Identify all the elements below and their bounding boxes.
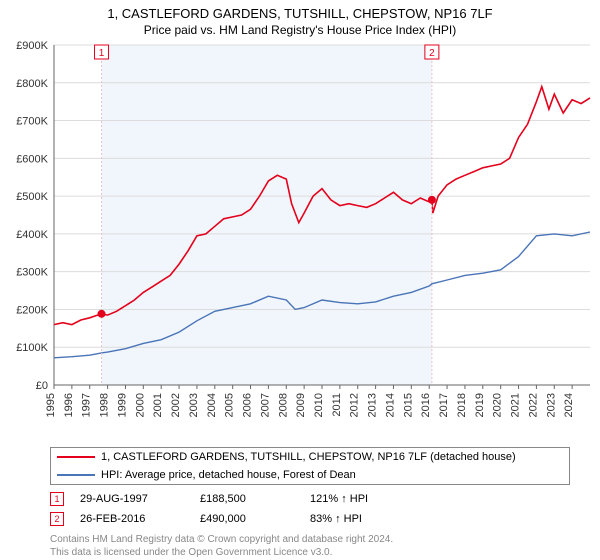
svg-text:2017: 2017: [438, 393, 450, 417]
transaction-marker: 2: [50, 512, 64, 526]
svg-text:2020: 2020: [492, 393, 504, 417]
svg-text:2006: 2006: [242, 393, 254, 417]
chart-area: £0 £100K £200K £300K £400K £500K £600K £700K £80…: [0, 41, 600, 441]
svg-text:2024: 2024: [563, 393, 575, 417]
chart-title: 1, CASTLEFORD GARDENS, TUTSHILL, CHEPSTO…: [0, 0, 600, 21]
legend-label: HPI: Average price, detached house, Fore…: [101, 469, 356, 481]
legend: 1, CASTLEFORD GARDENS, TUTSHILL, CHEPSTO…: [50, 447, 570, 485]
transaction-price: £188,500: [200, 493, 310, 505]
transaction-date: 26-FEB-2016: [80, 513, 200, 525]
svg-text:£400K: £400K: [16, 229, 48, 241]
svg-text:2002: 2002: [170, 393, 182, 417]
svg-text:2015: 2015: [402, 393, 414, 417]
svg-text:2005: 2005: [224, 393, 236, 417]
legend-item: 1, CASTLEFORD GARDENS, TUTSHILL, CHEPSTO…: [51, 448, 569, 466]
svg-text:2003: 2003: [188, 393, 200, 417]
svg-text:2013: 2013: [367, 393, 379, 417]
svg-text:2014: 2014: [384, 393, 396, 417]
svg-text:1999: 1999: [116, 393, 128, 417]
transaction-hpi-delta: 83% ↑ HPI: [310, 513, 420, 525]
svg-text:2010: 2010: [313, 393, 325, 417]
svg-text:2004: 2004: [206, 393, 218, 417]
transaction-price: £490,000: [200, 513, 310, 525]
legend-item: HPI: Average price, detached house, Fore…: [51, 466, 569, 484]
svg-text:£100K: £100K: [16, 342, 48, 354]
svg-text:2021: 2021: [510, 393, 522, 417]
svg-text:2022: 2022: [527, 393, 539, 417]
svg-text:£200K: £200K: [16, 304, 48, 316]
svg-text:£500K: £500K: [16, 191, 48, 203]
svg-text:2: 2: [429, 48, 435, 59]
svg-text:2019: 2019: [474, 393, 486, 417]
footer-line-1: Contains HM Land Registry data © Crown c…: [50, 533, 570, 546]
svg-text:2000: 2000: [134, 393, 146, 417]
svg-text:2016: 2016: [420, 393, 432, 417]
svg-text:1: 1: [99, 48, 105, 59]
transaction-marker: 1: [50, 492, 64, 506]
svg-text:2001: 2001: [152, 393, 164, 417]
svg-text:£800K: £800K: [16, 78, 48, 90]
transaction-date: 29-AUG-1997: [80, 493, 200, 505]
svg-text:2023: 2023: [545, 393, 557, 417]
chart-subtitle: Price paid vs. HM Land Registry's House …: [0, 21, 600, 41]
svg-text:£300K: £300K: [16, 267, 48, 279]
legend-label: 1, CASTLEFORD GARDENS, TUTSHILL, CHEPSTO…: [101, 451, 516, 463]
svg-text:2009: 2009: [295, 393, 307, 417]
footer-line-2: This data is licensed under the Open Gov…: [50, 546, 570, 559]
legend-swatch: [57, 474, 95, 476]
svg-text:£700K: £700K: [16, 116, 48, 128]
svg-text:£900K: £900K: [16, 41, 48, 52]
transaction-table: 1 29-AUG-1997£188,500121% ↑ HPI 2 26-FEB-20…: [50, 489, 570, 529]
line-chart-svg: £0 £100K £200K £300K £400K £500K £600K £700K £80…: [0, 41, 600, 441]
svg-text:2012: 2012: [349, 393, 361, 417]
svg-text:£0: £0: [36, 380, 48, 392]
svg-text:1997: 1997: [81, 393, 93, 417]
svg-text:2011: 2011: [331, 393, 343, 417]
svg-text:1995: 1995: [45, 393, 57, 417]
transaction-row: 1 29-AUG-1997£188,500121% ↑ HPI: [50, 489, 570, 509]
transaction-row: 2 26-FEB-2016£490,00083% ↑ HPI: [50, 509, 570, 529]
svg-text:1998: 1998: [99, 393, 111, 417]
footer-attribution: Contains HM Land Registry data © Crown c…: [50, 533, 570, 559]
svg-text:1996: 1996: [63, 393, 75, 417]
svg-text:2008: 2008: [277, 393, 289, 417]
legend-swatch: [57, 456, 95, 458]
svg-text:2018: 2018: [456, 393, 468, 417]
svg-text:£600K: £600K: [16, 153, 48, 165]
svg-text:2007: 2007: [259, 393, 271, 417]
transaction-hpi-delta: 121% ↑ HPI: [310, 493, 420, 505]
